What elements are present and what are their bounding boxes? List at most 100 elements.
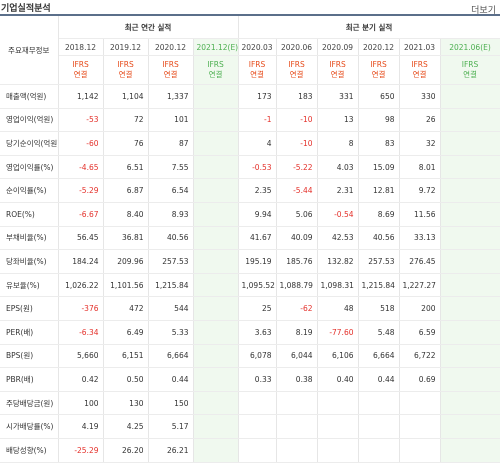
table-cell: 40.56: [358, 226, 400, 251]
table-cell: 5.48: [358, 320, 400, 345]
table-cell: 257.53: [358, 249, 400, 274]
table-cell: 87: [148, 131, 194, 156]
table-cell: 56.45: [58, 226, 104, 251]
table-cell: 26.20: [103, 438, 149, 463]
table-cell: 0.69: [399, 367, 441, 392]
table-cell: [193, 249, 239, 274]
row-label: PER(배): [0, 320, 59, 345]
table-cell: [193, 438, 239, 463]
table-cell: 1,098.31: [317, 273, 359, 298]
table-cell: 195.19: [238, 249, 277, 274]
basis-header: IFRS 연결: [358, 55, 400, 85]
table-cell: [440, 202, 500, 227]
row-label: 순이익률(%): [0, 178, 59, 203]
table-cell: [193, 155, 239, 180]
table-cell: 6.87: [103, 178, 149, 203]
table-cell: 0.42: [58, 367, 104, 392]
period-header: 2020.12: [358, 38, 400, 56]
table-cell: -0.53: [238, 155, 277, 180]
basis-header: IFRS 연결: [148, 55, 194, 85]
table-cell: -0.54: [317, 202, 359, 227]
table-cell: 184.24: [58, 249, 104, 274]
table-cell: 183: [276, 84, 318, 109]
table-cell: [193, 202, 239, 227]
table-cell: [193, 273, 239, 298]
table-cell: [238, 438, 277, 463]
table-cell: 0.33: [238, 367, 277, 392]
table-cell: 209.96: [103, 249, 149, 274]
table-cell: [358, 414, 400, 439]
table-cell: [193, 344, 239, 369]
table-cell: 200: [399, 296, 441, 321]
table-cell: -62: [276, 296, 318, 321]
table-cell: 1,337: [148, 84, 194, 109]
table-cell: 5.17: [148, 414, 194, 439]
table-cell: 257.53: [148, 249, 194, 274]
table-cell: 6,044: [276, 344, 318, 369]
basis-header: IFRS 연결: [440, 55, 500, 85]
table-cell: [317, 414, 359, 439]
table-cell: [193, 226, 239, 251]
table-cell: 6,722: [399, 344, 441, 369]
row-label: 영업이익률(%): [0, 155, 59, 180]
table-row: EPS(원) -376 472 544 25 -62 48 518 200: [0, 296, 500, 321]
row-label: 배당성향(%): [0, 438, 59, 463]
table-cell: 150: [148, 391, 194, 416]
table-cell: 0.40: [317, 367, 359, 392]
table-cell: 1,095.52: [238, 273, 277, 298]
table-row: 영업이익(억원) -53 72 101 -1 -10 13 98 26: [0, 108, 500, 133]
table-cell: 6,078: [238, 344, 277, 369]
table-cell: 9.72: [399, 178, 441, 203]
period-header: 2021.06(E): [440, 38, 500, 56]
table-cell: 544: [148, 296, 194, 321]
table-cell: [440, 391, 500, 416]
table-cell: -5.29: [58, 178, 104, 203]
table-row: 주당배당금(원) 100 130 150: [0, 391, 500, 416]
table-cell: 650: [358, 84, 400, 109]
table-cell: [193, 178, 239, 203]
table-cell: 101: [148, 108, 194, 133]
table-cell: 72: [103, 108, 149, 133]
table-cell: 32: [399, 131, 441, 156]
table-cell: 8.93: [148, 202, 194, 227]
table-row: 당기순이익(억원) -60 76 87 4 -10 8 83 32: [0, 131, 500, 156]
group-annual-header: 최근 연간 실적: [58, 14, 239, 39]
table-cell: 6.51: [103, 155, 149, 180]
table-cell: [193, 108, 239, 133]
table-cell: -4.65: [58, 155, 104, 180]
table-cell: [440, 320, 500, 345]
table-cell: 4.25: [103, 414, 149, 439]
table-cell: 0.38: [276, 367, 318, 392]
row-label: 당좌비율(%): [0, 249, 59, 274]
table-cell: 6,664: [358, 344, 400, 369]
table-cell: 1,227.27: [399, 273, 441, 298]
table-cell: [440, 226, 500, 251]
table-cell: [440, 367, 500, 392]
period-header: 2020.12: [148, 38, 194, 56]
row-label: 시가배당률(%): [0, 414, 59, 439]
table-cell: [276, 438, 318, 463]
row-label: ROE(%): [0, 202, 59, 227]
row-label: 당기순이익(억원): [0, 131, 59, 156]
table-cell: 1,104: [103, 84, 149, 109]
table-cell: 8.40: [103, 202, 149, 227]
table-cell: -10: [276, 108, 318, 133]
table-cell: [238, 391, 277, 416]
basis-header: IFRS 연결: [58, 55, 104, 85]
table-cell: 15.09: [358, 155, 400, 180]
table-row: 매출액(억원) 1,142 1,104 1,337 173 183 331 650 330: [0, 84, 500, 109]
table-cell: 6.59: [399, 320, 441, 345]
table-cell: 472: [103, 296, 149, 321]
table-cell: 9.94: [238, 202, 277, 227]
section-title: 기업실적분석: [1, 4, 51, 14]
table-cell: 132.82: [317, 249, 359, 274]
more-link[interactable]: 더보기: [471, 6, 496, 16]
table-cell: 5.33: [148, 320, 194, 345]
table-cell: [440, 344, 500, 369]
table-cell: 33.13: [399, 226, 441, 251]
table-cell: 6.49: [103, 320, 149, 345]
table-cell: 0.44: [358, 367, 400, 392]
table-cell: [317, 391, 359, 416]
table-cell: 98: [358, 108, 400, 133]
group-quarter-header: 최근 분기 실적: [238, 14, 500, 39]
